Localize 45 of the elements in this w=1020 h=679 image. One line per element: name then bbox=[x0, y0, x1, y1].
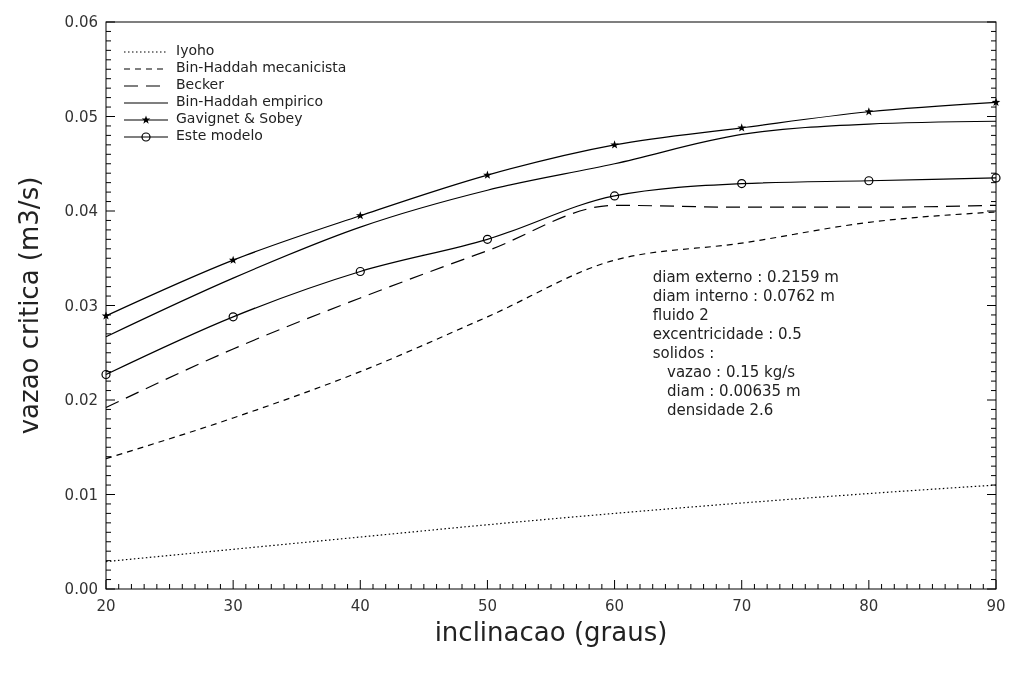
point bbox=[864, 107, 874, 116]
y-tick-label: 0.05 bbox=[64, 107, 98, 126]
annotation: diam interno : 0.0762 m bbox=[652, 286, 835, 305]
x-tick-label: 50 bbox=[477, 597, 497, 615]
annotation: vazao : 0.15 kg/s bbox=[652, 362, 796, 381]
legend-label: Bin-Haddah mecanicista bbox=[176, 59, 347, 75]
point bbox=[101, 369, 111, 380]
y-tick-label: 0.02 bbox=[64, 391, 98, 409]
annotation: densidade 2.6 bbox=[652, 400, 774, 419]
y-tick-label: 0.00 bbox=[64, 580, 98, 598]
legend-label: Iyoho bbox=[176, 42, 215, 58]
y-tick-label: 0.04 bbox=[64, 202, 98, 220]
point bbox=[864, 176, 874, 186]
point bbox=[737, 179, 747, 189]
legend-label: Bin-Haddah empirico bbox=[176, 93, 324, 109]
point bbox=[356, 211, 365, 220]
annotation: diam : 0.00635 m bbox=[652, 381, 801, 400]
annotation: diam externo : 0.2159 m bbox=[652, 267, 839, 286]
x-tick-label: 40 bbox=[350, 597, 370, 615]
annotation: solidos : bbox=[652, 343, 715, 362]
point bbox=[483, 170, 492, 179]
annotation: excentricidade : 0.5 bbox=[652, 324, 802, 343]
y-tick-label: 0.01 bbox=[64, 485, 98, 504]
x-tick-label: 30 bbox=[223, 597, 243, 615]
point bbox=[482, 234, 493, 244]
point bbox=[737, 123, 746, 132]
point bbox=[610, 140, 619, 149]
annotation: fluido 2 bbox=[652, 305, 709, 324]
point bbox=[609, 191, 620, 201]
point bbox=[991, 173, 1001, 183]
x-axis-title: inclinacao (graus) bbox=[434, 617, 668, 647]
x-tick-label: 90 bbox=[986, 597, 1006, 615]
point bbox=[355, 266, 365, 277]
point bbox=[991, 97, 1001, 106]
legend-label: Becker bbox=[176, 76, 225, 92]
x-tick-label: 80 bbox=[859, 597, 879, 615]
x-tick-label: 20 bbox=[96, 597, 116, 615]
y-tick-label: 0.06 bbox=[64, 13, 98, 31]
x-tick-label: 60 bbox=[605, 597, 625, 615]
y-axis-title: vazao critica (m3/s) bbox=[14, 176, 44, 435]
y-tick-label: 0.03 bbox=[64, 296, 98, 315]
x-tick-label: 70 bbox=[732, 597, 752, 615]
legend-label: Gavignet & Sobey bbox=[176, 110, 303, 126]
legend-label: Este modelo bbox=[176, 127, 263, 143]
point bbox=[228, 312, 238, 322]
